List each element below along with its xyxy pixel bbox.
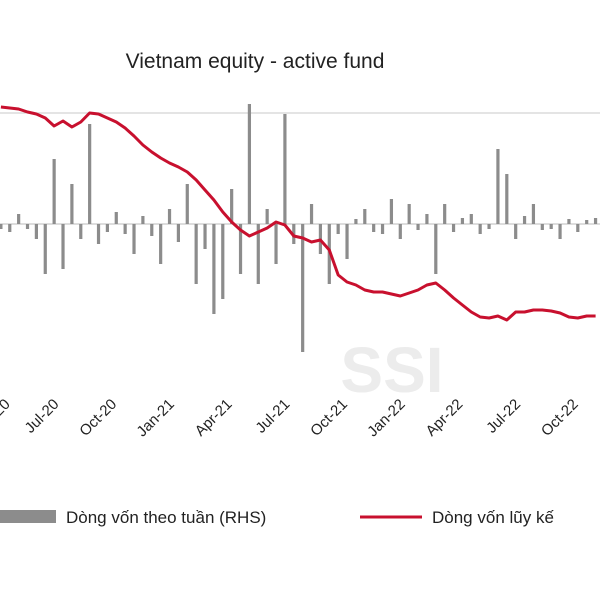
bar — [496, 149, 500, 224]
bar — [159, 224, 163, 264]
chart-title: Vietnam equity - active fund — [126, 50, 385, 73]
legend-label: Dòng vốn lũy kế — [432, 508, 554, 527]
bar — [558, 224, 562, 239]
x-tick-label: Oct-22 — [538, 396, 582, 440]
bar — [221, 224, 225, 299]
bar — [123, 224, 127, 234]
bar — [380, 224, 385, 234]
bar — [167, 209, 172, 224]
bar — [301, 224, 305, 352]
bar — [576, 224, 580, 232]
bar — [212, 224, 216, 314]
bar — [79, 224, 83, 239]
bar — [434, 224, 438, 274]
bar — [105, 224, 109, 232]
legend-label: Dòng vốn theo tuần (RHS) — [66, 508, 266, 527]
bar — [203, 224, 207, 249]
bar — [309, 204, 314, 224]
bar — [194, 224, 198, 284]
bar — [372, 224, 376, 232]
bar — [88, 124, 92, 224]
bar — [96, 224, 101, 244]
bar — [17, 214, 21, 224]
bar — [230, 189, 234, 224]
x-tick-label: Oct-21 — [307, 396, 351, 440]
bar — [416, 224, 420, 230]
bar — [549, 224, 553, 229]
bar — [70, 184, 74, 224]
bar — [265, 209, 269, 224]
bar — [522, 216, 527, 224]
bar — [425, 214, 429, 224]
bar — [150, 224, 154, 236]
bar — [478, 224, 482, 234]
bar — [451, 224, 456, 232]
bar — [443, 204, 447, 224]
x-tick-label: Apr-20 — [0, 396, 14, 440]
bar — [460, 218, 465, 224]
bar — [141, 216, 145, 224]
bar — [274, 224, 278, 264]
bar — [8, 224, 12, 232]
bar — [114, 212, 118, 224]
bar — [0, 224, 3, 229]
bar — [132, 224, 136, 254]
bar — [407, 204, 411, 224]
bar — [585, 220, 589, 224]
bar — [540, 224, 544, 230]
x-tick-label: Jul-20 — [22, 396, 63, 437]
bar — [505, 174, 509, 224]
watermark: SSI — [340, 334, 443, 406]
x-tick-label: Jul-22 — [483, 396, 524, 437]
legend-swatch — [0, 510, 56, 523]
bar — [61, 224, 65, 269]
bar — [25, 224, 30, 229]
bar — [531, 204, 536, 224]
bar — [487, 224, 491, 229]
bar — [363, 209, 367, 224]
bar — [345, 224, 349, 259]
bar — [398, 224, 402, 239]
bar — [593, 218, 598, 224]
bar — [238, 224, 243, 274]
bar — [336, 224, 340, 234]
bar — [567, 219, 571, 224]
bar — [176, 224, 181, 242]
bar — [514, 224, 518, 239]
x-tick-label: Jul-21 — [252, 396, 293, 437]
bar — [283, 114, 287, 224]
bar — [34, 224, 38, 239]
bar — [389, 199, 394, 224]
bar — [52, 159, 56, 224]
bar — [185, 184, 189, 224]
x-tick-label: Oct-20 — [76, 396, 120, 440]
bar — [43, 224, 47, 274]
line — [0, 105, 596, 322]
bar — [247, 104, 252, 224]
bar — [469, 214, 473, 224]
bar — [256, 224, 260, 284]
x-tick-label: Apr-21 — [192, 396, 236, 440]
bar — [354, 219, 358, 224]
x-tick-label: Jan-21 — [133, 396, 177, 440]
